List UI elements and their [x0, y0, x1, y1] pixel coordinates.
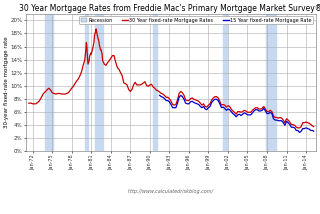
Bar	[153, 14, 157, 151]
Bar	[44, 14, 53, 151]
Title: 30 Year Mortgage Rates from Freddie Mac's Primary Mortgage Market Survey®: 30 Year Mortgage Rates from Freddie Mac'…	[20, 4, 320, 13]
Text: http://www.calculatedriskblog.com/: http://www.calculatedriskblog.com/	[128, 189, 214, 195]
Bar	[85, 14, 88, 151]
Y-axis label: 30-year fixed-rate mortgage rate: 30-year fixed-rate mortgage rate	[4, 37, 9, 128]
Bar	[94, 14, 103, 151]
Legend: Recession, 30 Year fixed-rate Mortgage Rates, 15 Year fixed-rate Mortgage Rate: Recession, 30 Year fixed-rate Mortgage R…	[79, 16, 313, 24]
Bar	[267, 14, 276, 151]
Bar	[222, 14, 227, 151]
